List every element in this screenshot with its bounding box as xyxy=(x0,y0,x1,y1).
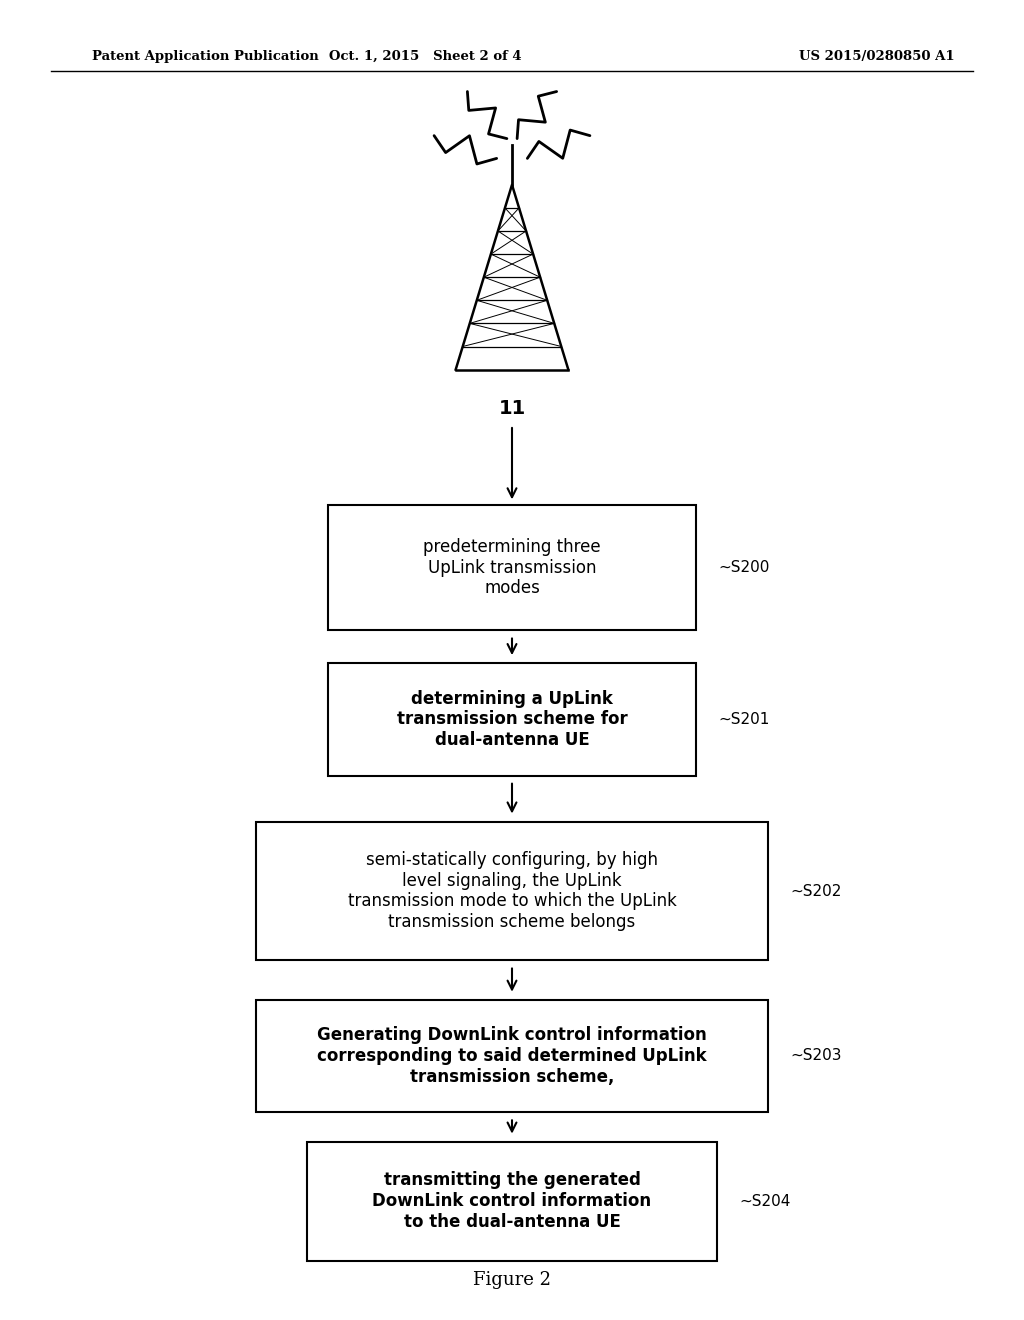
Text: ~S202: ~S202 xyxy=(791,883,842,899)
Text: Figure 2: Figure 2 xyxy=(473,1271,551,1290)
Text: ~S201: ~S201 xyxy=(719,711,770,727)
Text: ~S200: ~S200 xyxy=(719,560,770,576)
Bar xyxy=(328,663,696,776)
Text: Patent Application Publication: Patent Application Publication xyxy=(92,50,318,62)
Text: transmitting the generated
DownLink control information
to the dual-antenna UE: transmitting the generated DownLink cont… xyxy=(373,1171,651,1232)
Bar xyxy=(256,1001,768,1111)
Bar xyxy=(328,506,696,631)
Text: ~S204: ~S204 xyxy=(739,1193,791,1209)
Text: Oct. 1, 2015   Sheet 2 of 4: Oct. 1, 2015 Sheet 2 of 4 xyxy=(329,50,521,62)
Text: ~S203: ~S203 xyxy=(791,1048,842,1064)
Text: semi-statically configuring, by high
level signaling, the UpLink
transmission mo: semi-statically configuring, by high lev… xyxy=(347,851,677,931)
Bar xyxy=(256,821,768,961)
Text: 11: 11 xyxy=(499,399,525,417)
Text: predetermining three
UpLink transmission
modes: predetermining three UpLink transmission… xyxy=(423,537,601,598)
Text: determining a UpLink
transmission scheme for
dual-antenna UE: determining a UpLink transmission scheme… xyxy=(396,689,628,750)
Text: Generating DownLink control information
corresponding to said determined UpLink
: Generating DownLink control information … xyxy=(317,1026,707,1086)
Text: US 2015/0280850 A1: US 2015/0280850 A1 xyxy=(799,50,954,62)
Bar xyxy=(307,1142,717,1261)
